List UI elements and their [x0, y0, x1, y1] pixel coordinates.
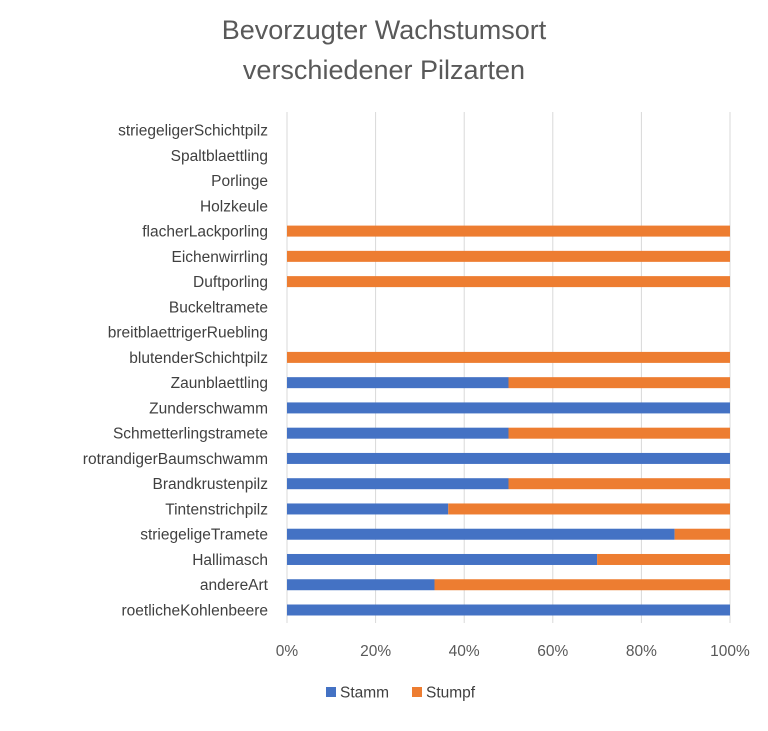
bar-stamm [287, 402, 730, 414]
bar-stamm [287, 503, 449, 515]
category-label: Eichenwirrling [172, 249, 268, 266]
bar-stamm [287, 478, 509, 490]
category-label: andereArt [200, 577, 269, 594]
x-tick-label: 100% [710, 643, 750, 660]
bar-stamm [287, 528, 675, 540]
category-label: Zunderschwamm [149, 400, 268, 417]
category-label: breitblaettrigerRuebling [108, 325, 268, 342]
bar-stamm [287, 452, 730, 464]
bar-stamm [287, 579, 435, 591]
legend-swatch-stamm [326, 687, 336, 697]
category-label: Porlinge [211, 173, 268, 190]
bar-stumpf [508, 478, 730, 490]
gridlines [286, 112, 731, 623]
category-label: striegeligeTramete [140, 527, 268, 544]
category-label: Zaunblaettling [171, 375, 268, 392]
bar-stumpf [287, 351, 730, 363]
bar-stumpf [448, 503, 730, 515]
x-tick-label: 60% [537, 643, 568, 660]
bar-stamm [287, 604, 730, 616]
category-labels: roetlicheKohlenbeere andereArt Hallimasch s… [83, 123, 269, 620]
category-label: Hallimasch [192, 552, 268, 569]
x-tick-label: 0% [276, 643, 299, 660]
x-tick-label: 80% [626, 643, 657, 660]
category-label: Spaltblaettling [171, 148, 268, 165]
bar-stumpf [287, 225, 730, 237]
category-label: flacherLackporling [142, 224, 268, 241]
legend-label-stamm: Stamm [340, 685, 389, 702]
category-label: Brandkrustenpilz [153, 476, 268, 493]
bar-stumpf [674, 528, 730, 540]
category-label: Schmetterlingstramete [113, 426, 268, 443]
bar-stumpf [597, 553, 730, 565]
legend-label-stumpf: Stumpf [426, 685, 476, 702]
legend: Stamm Stumpf [326, 685, 476, 702]
category-label: striegeligerSchichtpilz [118, 123, 268, 140]
bar-stamm [287, 553, 598, 565]
category-label: roetlicheKohlenbeere [122, 603, 269, 620]
bar-stumpf [508, 427, 730, 439]
category-label: Buckeltramete [169, 299, 268, 316]
category-label: rotrandigerBaumschwamm [83, 451, 268, 468]
category-label: blutenderSchichtpilz [129, 350, 268, 367]
category-label: Duftporling [193, 274, 268, 291]
category-label: Holzkeule [200, 198, 268, 215]
x-axis-ticks: 0% 20% 40% 60% 80% 100% [276, 643, 750, 660]
chart-title-line-1: Bevorzugter Wachstumsort [221, 15, 547, 45]
legend-swatch-stumpf [412, 687, 422, 697]
x-tick-label: 20% [360, 643, 391, 660]
chart-title: Bevorzugter Wachstumsort verschiedener P… [0, 10, 768, 90]
bars [287, 225, 730, 616]
bar-stumpf [287, 276, 730, 288]
category-label: Tintenstrichpilz [165, 501, 268, 518]
bar-stumpf [508, 377, 730, 389]
x-tick-label: 40% [449, 643, 480, 660]
bar-stumpf [434, 579, 730, 591]
bar-stamm [287, 377, 509, 389]
bar-stumpf [287, 250, 730, 262]
chart-title-line-2: verschiedener Pilzarten [242, 55, 526, 85]
bar-stamm [287, 427, 509, 439]
